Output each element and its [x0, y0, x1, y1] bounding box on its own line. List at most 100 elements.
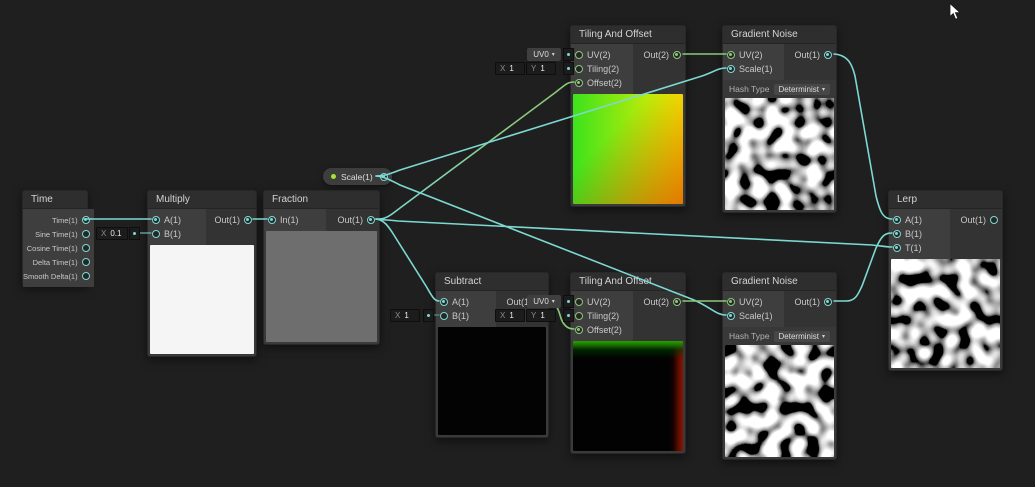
tiling-bottom-uv-connector[interactable]	[563, 295, 574, 308]
hash-type-dropdown[interactable]: Determinist ▾	[773, 83, 830, 95]
port-label: A(1)	[164, 215, 182, 225]
port-row: Cosine Time(1)	[23, 241, 94, 255]
fraction-in-port[interactable]	[268, 216, 276, 224]
fraction-out-port[interactable]	[367, 216, 375, 224]
time-out-port[interactable]	[81, 216, 90, 224]
tiling-bottom-tiling-port[interactable]	[575, 312, 583, 320]
subtract-b-port[interactable]	[440, 312, 448, 320]
lerp-out-port[interactable]	[990, 216, 998, 224]
lerp-a-port[interactable]	[893, 216, 901, 224]
node-tiling-bottom-title[interactable]: Tiling And Offset	[571, 273, 685, 291]
node-subtract-title[interactable]: Subtract	[436, 273, 548, 291]
port-label: UV(2)	[587, 297, 611, 307]
field-label: X	[395, 311, 401, 320]
wire-gn-top-to-lerp-a[interactable]	[833, 53, 893, 220]
field-label: X	[101, 229, 107, 238]
node-time-title[interactable]: Time	[23, 191, 87, 209]
smooth-delta-out-port[interactable]	[81, 272, 90, 280]
preview-lerp	[891, 259, 1000, 368]
tiling-bottom-offset-port[interactable]	[575, 326, 583, 334]
wire-fraction-to-tiling-top-offset[interactable]	[375, 81, 575, 220]
tiling-top-offset-port[interactable]	[575, 79, 583, 87]
tiling-bottom-tiling-connector[interactable]	[563, 309, 574, 322]
tiling-top-y-field[interactable]: Y 1	[526, 62, 556, 75]
property-pill-scale[interactable]: Scale(1)	[323, 168, 392, 185]
hash-type-dropdown[interactable]: Determinist ▾	[773, 330, 830, 342]
multiply-b-default-field[interactable]: X 0.1	[96, 227, 128, 240]
tiling-top-tiling-connector[interactable]	[563, 62, 574, 75]
port-label: Out(1)	[794, 297, 820, 307]
port-label: Offset(2)	[587, 325, 622, 335]
tiling-bottom-y-field[interactable]: Y 1	[526, 309, 556, 322]
port-label: Time(1)	[52, 215, 78, 225]
subtract-b-default-field[interactable]: X 1	[390, 309, 420, 322]
port-label: Cosine Time(1)	[26, 243, 78, 253]
wire-fraction-to-lerp-t[interactable]	[375, 218, 893, 248]
delta-time-out-port[interactable]	[81, 258, 90, 266]
preview-multiply	[150, 245, 254, 354]
port-row: Out(1)	[784, 48, 836, 62]
subtract-a-port[interactable]	[440, 298, 448, 306]
hash-type-row: Hash Type Determinist ▾	[723, 80, 836, 98]
node-time[interactable]: Time Time(1) Sine Time(1) Cosine Time(1)…	[22, 190, 94, 287]
port-row: T(1)	[889, 241, 950, 255]
gn-top-uv-port[interactable]	[727, 51, 735, 59]
node-tiling-offset-bottom[interactable]: Tiling And Offset UV(2) Tiling(2) Offset…	[570, 272, 686, 454]
tiling-bottom-x-field[interactable]: X 1	[495, 309, 525, 322]
node-multiply-title[interactable]: Multiply	[148, 191, 256, 209]
node-tiling-top-title[interactable]: Tiling And Offset	[571, 26, 685, 44]
port-row: Out(2)	[633, 48, 685, 62]
tiling-top-uv-port[interactable]	[575, 51, 583, 59]
tiling-top-x-field[interactable]: X 1	[495, 62, 525, 75]
sine-time-out-port[interactable]	[81, 230, 90, 238]
node-tiling-offset-top[interactable]: Tiling And Offset UV(2) Tiling(2) Offset…	[570, 25, 686, 207]
tiling-top-uv-connector[interactable]	[563, 48, 574, 61]
multiply-out-port[interactable]	[244, 216, 252, 224]
wire-gn-bottom-to-lerp-b[interactable]	[833, 232, 893, 302]
port-row: Sine Time(1)	[23, 227, 94, 241]
tiling-top-uv-channel-dropdown[interactable]: UV0 ▾	[527, 48, 561, 61]
tiling-bottom-out-port[interactable]	[673, 298, 681, 306]
multiply-a-port[interactable]	[152, 216, 160, 224]
wire-fraction-to-subtract-a[interactable]	[375, 218, 440, 302]
port-label: Sine Time(1)	[35, 229, 78, 239]
node-fraction-title[interactable]: Fraction	[264, 191, 379, 209]
tiling-top-out-port[interactable]	[673, 51, 681, 59]
gn-bottom-uv-port[interactable]	[727, 298, 735, 306]
port-row: Delta Time(1)	[23, 255, 94, 269]
tiling-bottom-uv-port[interactable]	[575, 298, 583, 306]
property-dot-icon	[331, 174, 336, 179]
lerp-b-port[interactable]	[893, 230, 901, 238]
gn-top-out-port[interactable]	[824, 51, 832, 59]
node-gn-bottom-title[interactable]: Gradient Noise	[723, 273, 836, 291]
gn-bottom-out-port[interactable]	[824, 298, 832, 306]
port-row: A(1)	[889, 213, 950, 227]
node-lerp-title[interactable]: Lerp	[889, 191, 1002, 209]
multiply-b-port[interactable]	[152, 230, 160, 238]
lerp-t-port[interactable]	[893, 244, 901, 252]
port-label: In(1)	[280, 215, 299, 225]
node-gradient-noise-top[interactable]: Gradient Noise UV(2) Scale(1) Out(1) Has…	[722, 25, 837, 213]
preview-tiling-top	[573, 94, 683, 204]
port-row: UV(2)	[571, 48, 633, 62]
port-label: Out(1)	[337, 215, 363, 225]
tiling-bottom-uv-channel-dropdown[interactable]: UV0 ▾	[527, 295, 561, 308]
multiply-b-connector[interactable]	[129, 227, 140, 240]
gn-bottom-scale-port[interactable]	[727, 312, 735, 320]
scale-property-out-port[interactable]	[379, 172, 388, 181]
gn-top-scale-port[interactable]	[727, 65, 735, 73]
subtract-b-connector[interactable]	[423, 309, 434, 322]
cosine-time-out-port[interactable]	[81, 244, 90, 252]
port-label: UV(2)	[739, 297, 763, 307]
port-label: B(1)	[905, 229, 923, 239]
node-fraction[interactable]: Fraction In(1) Out(1)	[263, 190, 380, 345]
node-gradient-noise-bottom[interactable]: Gradient Noise UV(2) Scale(1) Out(1) Has…	[722, 272, 837, 460]
hash-type-label: Hash Type	[729, 84, 770, 94]
port-row: Scale(1)	[723, 309, 784, 323]
port-row: B(1)	[436, 309, 496, 323]
tiling-top-tiling-port[interactable]	[575, 65, 583, 73]
node-multiply[interactable]: Multiply A(1) B(1) Out(1)	[147, 190, 257, 357]
node-lerp[interactable]: Lerp A(1) B(1) T(1) Out(1)	[888, 190, 1003, 371]
node-gn-top-title[interactable]: Gradient Noise	[723, 26, 836, 44]
